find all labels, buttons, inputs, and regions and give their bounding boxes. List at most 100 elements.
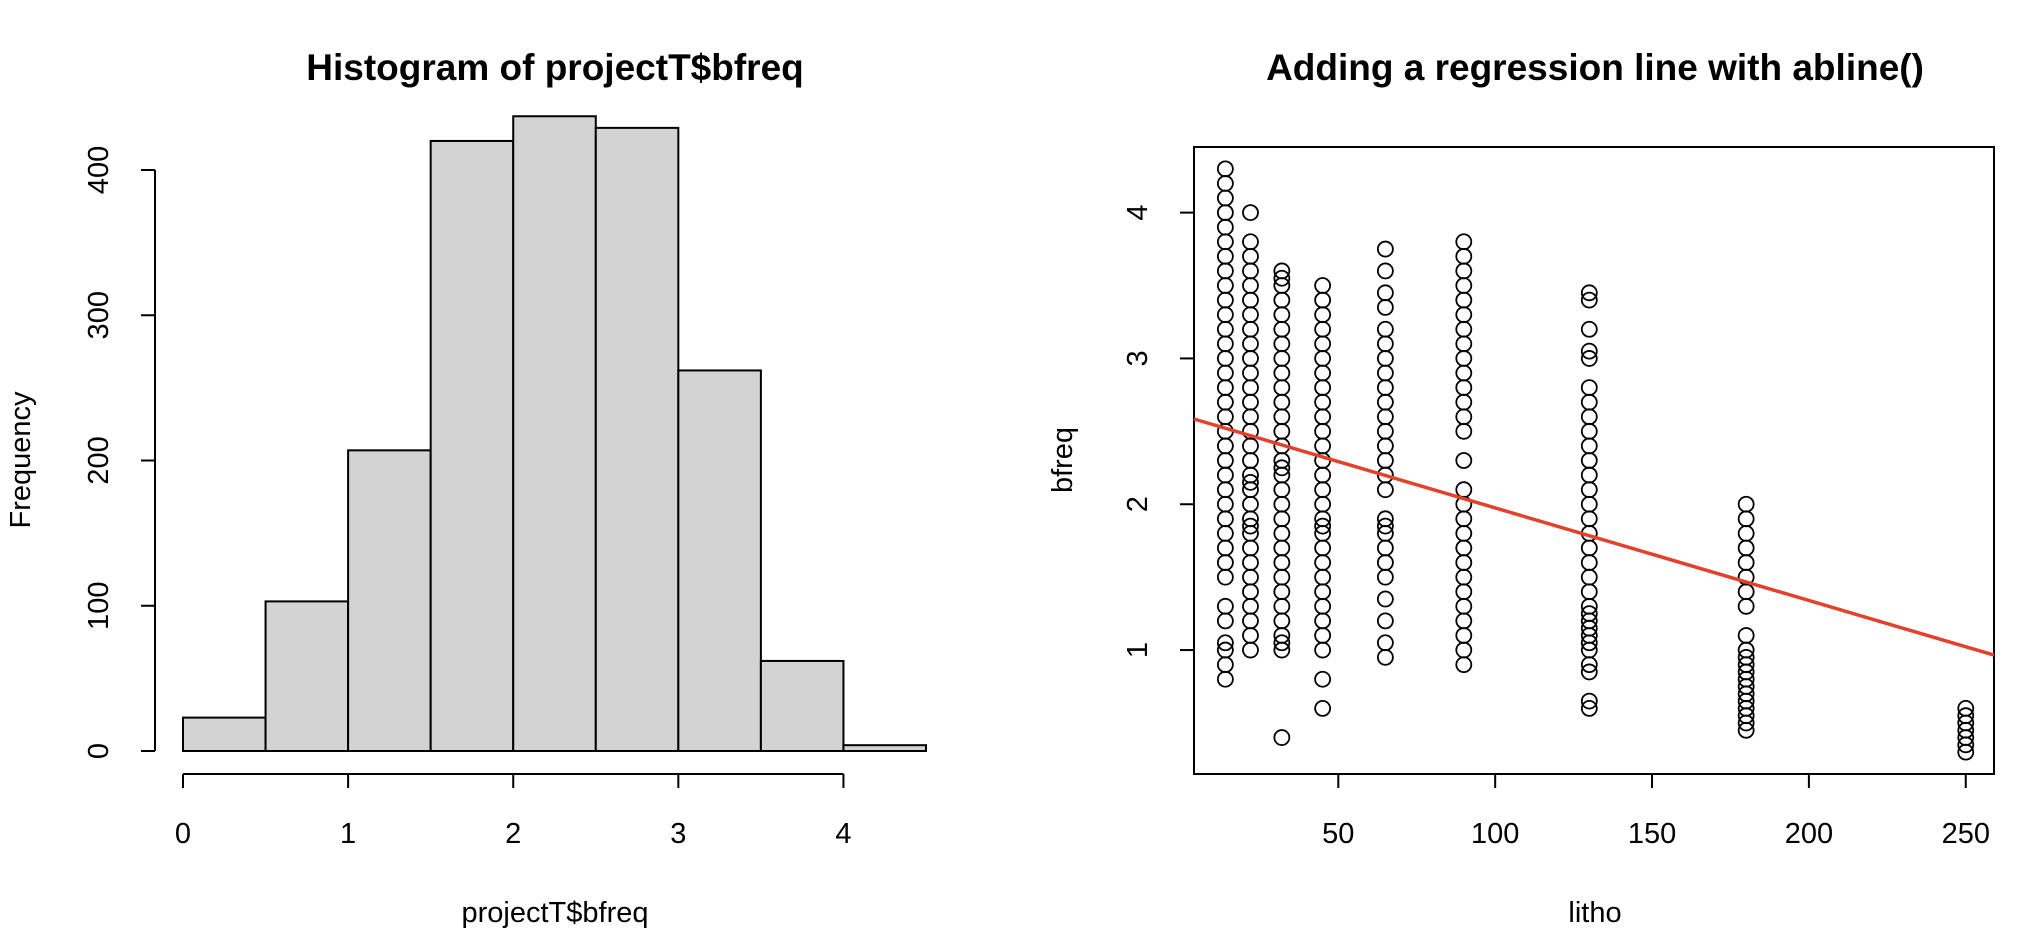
scatter-point (1242, 437, 1259, 455)
scatter-point (1273, 291, 1291, 309)
scatter-point (1580, 320, 1598, 338)
scatter-point (1216, 291, 1234, 309)
scatter-y-tick-label: 4 (1122, 205, 1154, 221)
scatter-point (1314, 539, 1332, 557)
scatter-point (1455, 364, 1473, 382)
scatter-point (1273, 269, 1291, 287)
scatter-point (1216, 554, 1234, 571)
scatter-point (1376, 481, 1394, 499)
scatter-point (1376, 284, 1394, 302)
scatter-point (1314, 379, 1332, 396)
scatter-point (1737, 539, 1755, 557)
scatter-point (1580, 605, 1598, 623)
scatter-point (1216, 641, 1234, 659)
scatter-point (1580, 291, 1598, 309)
scatter-point (1314, 320, 1332, 338)
scatter-point (1737, 525, 1755, 542)
scatter-point (1273, 612, 1291, 630)
scatter-point (1273, 262, 1291, 280)
scatter-point (1314, 554, 1332, 571)
scatter-point (1580, 495, 1598, 513)
scatter-point (1273, 379, 1291, 396)
scatter-point (1314, 583, 1332, 601)
histogram-x-tick-label: 4 (835, 818, 851, 850)
scatter-point (1273, 554, 1291, 571)
scatter-point (1455, 583, 1473, 601)
scatter-point (1580, 539, 1598, 557)
histogram-y-tick-label: 300 (83, 291, 115, 339)
scatter-point (1216, 539, 1234, 557)
scatter-y-tick-label: 1 (1122, 642, 1154, 658)
scatter-title: Adding a regression line with abline() (1266, 47, 1924, 88)
scatter-point (1273, 510, 1291, 528)
scatter-x-tick-label: 50 (1322, 818, 1354, 850)
scatter-point (1314, 408, 1332, 426)
scatter-point (1216, 634, 1234, 652)
scatter-point (1376, 590, 1394, 608)
scatter-point (1242, 473, 1259, 491)
scatter-point (1580, 342, 1598, 360)
scatter-point (1376, 408, 1394, 426)
scatter-point (1273, 350, 1291, 367)
histogram-title: Histogram of projectT$bfreq (306, 47, 804, 88)
scatter-point (1455, 393, 1473, 411)
scatter-point (1216, 218, 1234, 236)
scatter-point (1455, 641, 1473, 659)
scatter-point (1737, 583, 1755, 601)
scatter-point (1455, 568, 1473, 586)
scatter-point (1580, 466, 1598, 484)
scatter-point (1737, 554, 1755, 571)
histogram-panel: Histogram of projectT$bfreq 0 1 2 3 4 0 100 20… (5, 47, 928, 929)
scatter-point (1376, 634, 1394, 652)
scatter-point (1314, 481, 1332, 499)
scatter-point (1455, 320, 1473, 338)
scatter-point (1273, 583, 1291, 601)
scatter-point (1580, 663, 1598, 681)
scatter-x-tick-label: 100 (1471, 818, 1519, 850)
scatter-point (1242, 583, 1259, 601)
scatter-point (1376, 452, 1394, 469)
scatter-point (1376, 298, 1394, 316)
scatter-point (1376, 554, 1394, 571)
histogram-bar (264, 600, 350, 753)
histogram-y-axis-label: Frequency (5, 391, 37, 529)
scatter-point (1216, 379, 1234, 396)
scatter-y-tick-label: 3 (1122, 350, 1154, 366)
scatter-point (1455, 262, 1473, 280)
scatter-point (1580, 554, 1598, 571)
scatter-point (1273, 634, 1291, 652)
scatter-point (1216, 568, 1234, 586)
histogram-bars (182, 115, 928, 753)
scatter-point (1242, 204, 1259, 222)
scatter-point (1273, 335, 1291, 353)
histogram-x-tick-label: 2 (505, 818, 521, 850)
scatter-point (1314, 306, 1332, 324)
scatter-point (1455, 481, 1473, 499)
scatter-point (1216, 306, 1234, 324)
histogram-bar (347, 449, 432, 752)
scatter-point (1455, 539, 1473, 557)
scatter-point (1455, 335, 1473, 353)
scatter-point (1242, 393, 1259, 411)
histogram-bar (512, 115, 597, 752)
scatter-point (1216, 175, 1234, 192)
scatter-point (1216, 160, 1234, 178)
scatter-point (1216, 495, 1234, 513)
scatter-point (1273, 481, 1291, 499)
scatter-point (1242, 335, 1259, 353)
scatter-point (1455, 422, 1473, 440)
scatter-point (1242, 233, 1259, 251)
scatter-point (1242, 320, 1259, 338)
scatter-point (1455, 612, 1473, 630)
scatter-point (1455, 247, 1473, 265)
scatter-point (1314, 597, 1332, 615)
scatter-point (1580, 422, 1598, 440)
scatter-point (1314, 291, 1332, 309)
scatter-y-axis-label: bfreq (1047, 427, 1079, 493)
scatter-point (1455, 656, 1473, 674)
scatter-point (1455, 379, 1473, 396)
scatter-point (1242, 379, 1259, 396)
scatter-point (1314, 627, 1332, 644)
scatter-point (1216, 452, 1234, 469)
